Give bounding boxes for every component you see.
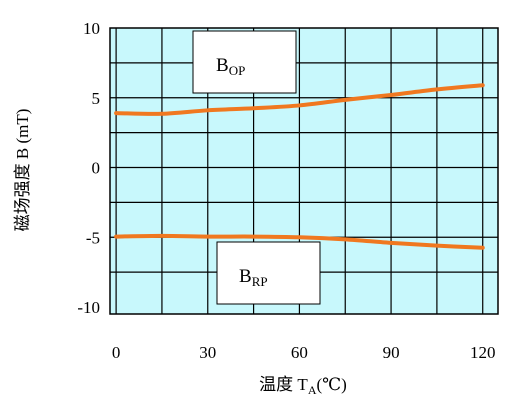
annotation-bop-label: BOP bbox=[216, 55, 245, 78]
y-tick-label: 5 bbox=[92, 89, 101, 108]
x-tick-labels: 0 30 60 90 120 bbox=[112, 343, 496, 362]
annotation-bop: BOP bbox=[192, 30, 297, 94]
x-axis-label: 温度 TA(℃) bbox=[259, 375, 347, 397]
y-axis-label: 磁场强度 B (mT) bbox=[13, 109, 32, 232]
y-tick-label: 0 bbox=[92, 159, 101, 178]
annotation-brp-label: BRP bbox=[239, 266, 268, 289]
annotation-brp: BRP bbox=[216, 241, 321, 305]
x-tick-label: 30 bbox=[199, 343, 216, 362]
x-tick-label: 60 bbox=[291, 343, 308, 362]
y-tick-labels: 10 5 0 -5 -10 bbox=[77, 19, 100, 317]
plot-frame bbox=[109, 27, 499, 315]
series-lines bbox=[114, 83, 485, 250]
series-line-bop bbox=[114, 83, 485, 116]
x-tick-label: 0 bbox=[112, 343, 121, 362]
series-line-brp bbox=[114, 233, 485, 250]
y-tick-label: -5 bbox=[86, 228, 100, 247]
x-tick-label: 90 bbox=[383, 343, 400, 362]
y-tick-label: 10 bbox=[83, 19, 100, 38]
y-tick-label: -10 bbox=[77, 298, 100, 317]
x-tick-label: 120 bbox=[470, 343, 496, 362]
